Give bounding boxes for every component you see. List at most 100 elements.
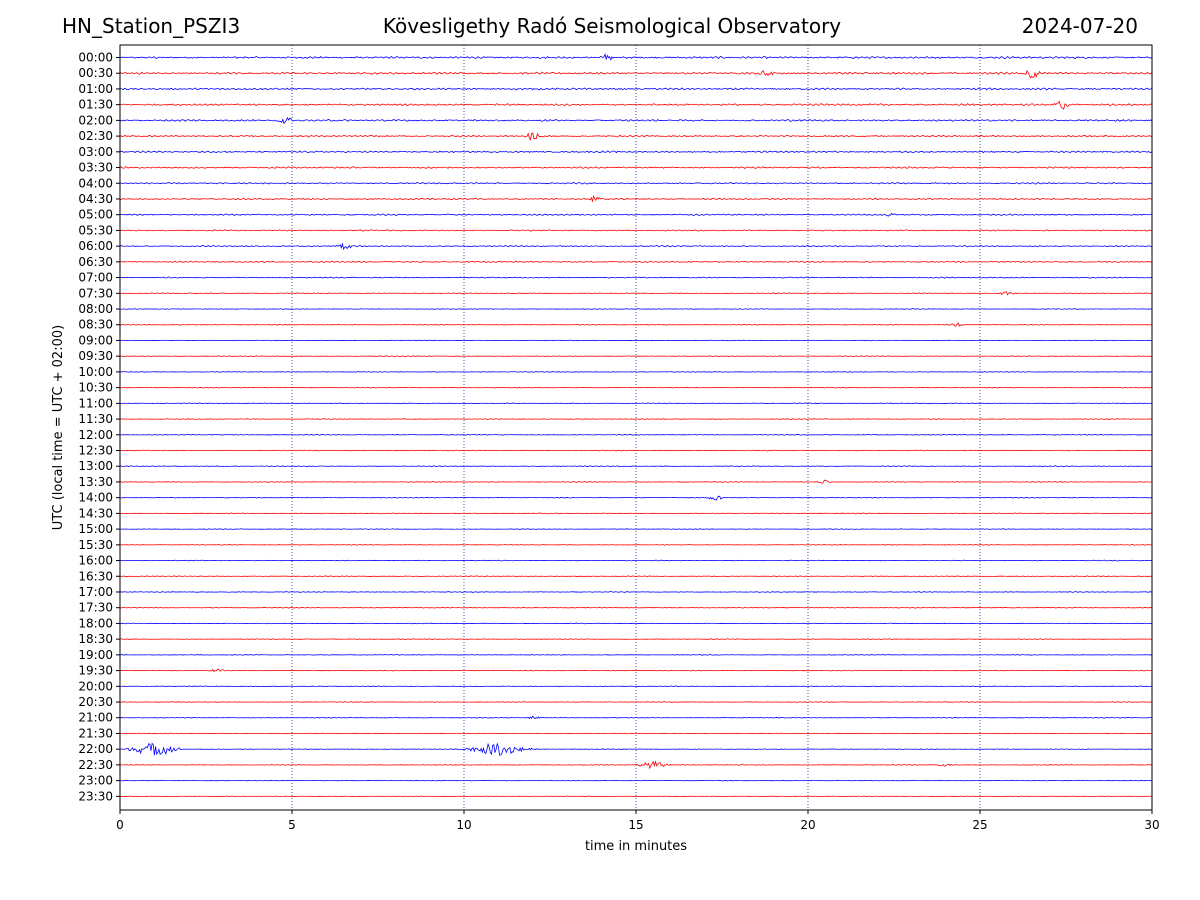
x-tick-label: 10 xyxy=(456,818,471,832)
y-tick-label: 06:00 xyxy=(78,239,113,253)
trace-1030 xyxy=(119,386,1153,389)
trace-1700 xyxy=(119,591,1153,593)
trace-1600 xyxy=(119,559,1153,562)
trace-2230 xyxy=(119,760,1153,770)
y-tick-label: 15:30 xyxy=(78,538,113,552)
y-tick-label: 09:30 xyxy=(78,349,113,363)
trace-0630 xyxy=(119,260,1153,263)
trace-1100 xyxy=(119,402,1153,405)
y-tick-label: 09:00 xyxy=(78,333,113,347)
trace-1900 xyxy=(119,654,1153,656)
y-tick-label: 19:00 xyxy=(78,648,113,662)
x-tick-label: 20 xyxy=(800,818,815,832)
y-tick-label: 03:00 xyxy=(78,145,113,159)
y-tick-label: 07:00 xyxy=(78,271,113,285)
x-axis-label: time in minutes xyxy=(585,839,687,854)
chart-title: Kövesligethy Radó Seismological Observat… xyxy=(382,14,842,38)
trace-0830 xyxy=(119,322,1153,327)
trace-0200 xyxy=(119,116,1153,125)
trace-1930 xyxy=(119,668,1153,673)
x-tick-label: 5 xyxy=(288,818,296,832)
trace-0100 xyxy=(119,87,1153,91)
y-tick-label: 05:00 xyxy=(78,208,113,222)
trace-0530 xyxy=(119,229,1153,232)
y-tick-label: 23:00 xyxy=(78,774,113,788)
y-tick-label: 16:30 xyxy=(78,569,113,583)
trace-2330 xyxy=(119,795,1153,798)
y-tick-label: 15:00 xyxy=(78,522,113,536)
y-tick-label: 02:30 xyxy=(78,129,113,143)
y-tick-label: 00:30 xyxy=(78,66,113,80)
x-tick-label: 15 xyxy=(628,818,643,832)
y-tick-label: 21:00 xyxy=(78,711,113,725)
trace-0030 xyxy=(119,69,1153,79)
y-tick-label: 11:00 xyxy=(78,396,113,410)
trace-0330 xyxy=(119,166,1153,169)
y-tick-label: 06:30 xyxy=(78,255,113,269)
trace-1530 xyxy=(119,544,1153,546)
y-tick-label: 12:00 xyxy=(78,428,113,442)
y-tick-label: 04:00 xyxy=(78,176,113,190)
trace-2200 xyxy=(119,742,1153,756)
trace-1130 xyxy=(119,418,1153,420)
trace-1500 xyxy=(119,528,1153,530)
y-tick-label: 18:00 xyxy=(78,616,113,630)
x-tick-label: 30 xyxy=(1144,818,1159,832)
y-tick-label: 13:30 xyxy=(78,475,113,489)
x-tick-label: 0 xyxy=(116,818,124,832)
trace-1830 xyxy=(119,638,1153,640)
trace-1730 xyxy=(119,606,1153,609)
trace-0730 xyxy=(119,291,1153,296)
station-label: HN_Station_PSZI3 xyxy=(62,14,241,38)
y-tick-label: 05:30 xyxy=(78,223,113,237)
trace-1330 xyxy=(119,479,1153,484)
y-tick-label: 14:00 xyxy=(78,491,113,505)
trace-0500 xyxy=(119,212,1153,217)
trace-1200 xyxy=(119,433,1153,436)
trace-1800 xyxy=(119,622,1153,625)
y-tick-label: 14:30 xyxy=(78,506,113,520)
trace-1400 xyxy=(119,495,1153,501)
trace-0000 xyxy=(119,52,1153,61)
y-tick-label: 10:00 xyxy=(78,365,113,379)
trace-2300 xyxy=(119,779,1153,782)
trace-1430 xyxy=(119,512,1153,515)
trace-0600 xyxy=(119,242,1153,250)
y-tick-label: 00:00 xyxy=(78,51,113,65)
y-tick-label: 12:30 xyxy=(78,444,113,458)
y-tick-label: 08:30 xyxy=(78,318,113,332)
y-tick-label: 10:30 xyxy=(78,381,113,395)
trace-2130 xyxy=(119,732,1153,735)
trace-1630 xyxy=(119,575,1153,578)
y-tick-label: 07:30 xyxy=(78,286,113,300)
y-tick-label: 22:00 xyxy=(78,742,113,756)
y-tick-label: 22:30 xyxy=(78,758,113,772)
trace-0230 xyxy=(119,132,1153,141)
y-tick-label: 16:00 xyxy=(78,554,113,568)
y-tick-label: 08:00 xyxy=(78,302,113,316)
trace-1230 xyxy=(119,449,1153,452)
y-tick-label: 21:30 xyxy=(78,726,113,740)
y-tick-label: 01:30 xyxy=(78,98,113,112)
trace-2030 xyxy=(119,701,1153,703)
trace-0700 xyxy=(119,276,1153,279)
y-tick-label: 03:30 xyxy=(78,161,113,175)
y-tick-label: 04:30 xyxy=(78,192,113,206)
y-tick-label: 11:30 xyxy=(78,412,113,426)
trace-1300 xyxy=(119,465,1153,468)
y-tick-label: 20:30 xyxy=(78,695,113,709)
trace-2100 xyxy=(119,715,1153,720)
y-tick-label: 17:00 xyxy=(78,585,113,599)
y-tick-label: 13:00 xyxy=(78,459,113,473)
trace-0800 xyxy=(119,308,1153,310)
trace-1000 xyxy=(119,371,1153,373)
y-tick-label: 17:30 xyxy=(78,601,113,615)
trace-0430 xyxy=(119,195,1153,203)
trace-0130 xyxy=(119,100,1153,110)
y-tick-label: 18:30 xyxy=(78,632,113,646)
y-tick-label: 01:00 xyxy=(78,82,113,96)
trace-0300 xyxy=(119,150,1153,154)
y-tick-label: 20:00 xyxy=(78,679,113,693)
date-label: 2024-07-20 xyxy=(1021,14,1138,38)
